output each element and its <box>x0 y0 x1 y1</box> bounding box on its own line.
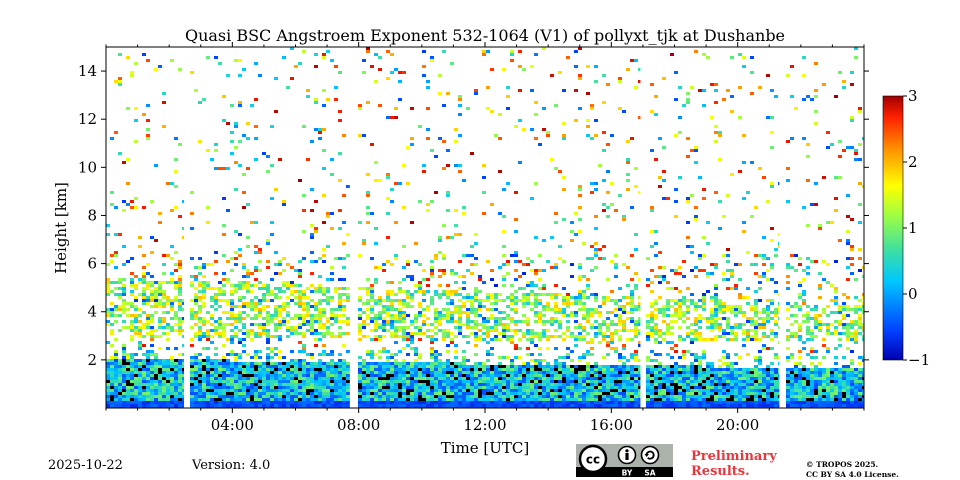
colorbar-ticks: 3 2 1 0 −1 <box>903 87 930 369</box>
preliminary-line-1: Preliminary <box>691 449 777 464</box>
by-text: BY <box>622 469 633 478</box>
plot-background <box>106 47 864 408</box>
y-tick-label: 12 <box>78 110 97 128</box>
copyright-line-1: © TROPOS 2025. <box>806 460 879 469</box>
cc-icon <box>578 444 608 474</box>
x-tick-label: 20:00 <box>716 416 759 434</box>
x-tick-label: 12:00 <box>463 416 506 434</box>
y-tick-label: 4 <box>87 303 97 321</box>
data-gap <box>184 47 190 408</box>
version-label: Version: 4.0 <box>192 458 271 473</box>
x-tick-label: 04:00 <box>211 416 254 434</box>
cc-text: cc <box>586 453 600 467</box>
y-tick-label: 2 <box>87 351 97 369</box>
sa-text: SA <box>644 469 655 478</box>
copyright-note: © TROPOS 2025. CC BY SA 4.0 License. <box>806 460 899 480</box>
colorbar <box>882 95 904 361</box>
colorbar-tick-label: 2 <box>908 153 918 171</box>
share-alike-icon <box>640 445 660 465</box>
x-axis: 04:00 08:00 12:00 16:00 20:00 <box>105 42 865 434</box>
colorbar-tick-label: 3 <box>908 87 918 105</box>
y-tick-label: 8 <box>87 206 97 224</box>
chart-title: Quasi BSC Angstroem Exponent 532-1064 (V… <box>185 26 785 45</box>
y-axis: 2 4 6 8 10 12 14 <box>78 62 869 369</box>
data-gaps <box>184 47 785 408</box>
x-tick-label: 16:00 <box>590 416 633 434</box>
data-gap <box>779 47 785 408</box>
x-tick-label: 08:00 <box>337 416 380 434</box>
copyright-line-2: CC BY SA 4.0 License. <box>806 470 899 479</box>
colorbar-tick-label: −1 <box>908 351 930 369</box>
y-tick-label: 10 <box>78 158 97 176</box>
y-axis-label: Height [km] <box>52 182 70 274</box>
colorbar-tick-label: 1 <box>908 219 918 237</box>
data-gap <box>640 47 646 408</box>
license-badge: cc BY SA <box>576 444 673 477</box>
x-axis-label: Time [UTC] <box>441 439 530 457</box>
colorbar-tick-label: 0 <box>908 285 918 303</box>
y-tick-label: 6 <box>87 255 97 273</box>
date-label: 2025-10-22 <box>48 458 123 473</box>
preliminary-note: Preliminary Results. <box>691 449 777 479</box>
y-tick-label: 14 <box>78 62 97 80</box>
preliminary-line-2: Results. <box>691 464 750 479</box>
data-gap <box>349 47 355 408</box>
